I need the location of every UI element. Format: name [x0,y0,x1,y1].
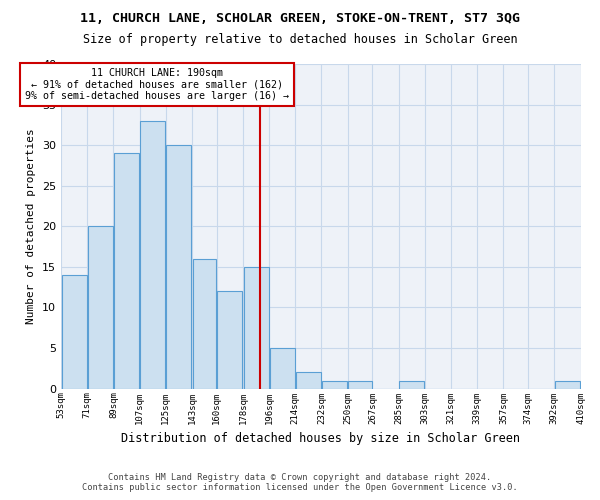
Bar [88,226,113,388]
Bar [322,380,347,388]
Text: 11, CHURCH LANE, SCHOLAR GREEN, STOKE-ON-TRENT, ST7 3QG: 11, CHURCH LANE, SCHOLAR GREEN, STOKE-ON… [80,12,520,26]
Bar [269,348,295,389]
Bar [114,154,139,388]
Bar [348,380,372,388]
Text: Size of property relative to detached houses in Scholar Green: Size of property relative to detached ho… [83,32,517,46]
Bar [555,380,580,388]
Bar [166,145,191,388]
Y-axis label: Number of detached properties: Number of detached properties [26,128,37,324]
Bar [296,372,321,388]
Bar [193,259,216,388]
Bar [244,267,269,388]
Bar [140,121,165,388]
Text: 11 CHURCH LANE: 190sqm
← 91% of detached houses are smaller (162)
9% of semi-det: 11 CHURCH LANE: 190sqm ← 91% of detached… [25,68,289,102]
Text: Contains HM Land Registry data © Crown copyright and database right 2024.
Contai: Contains HM Land Registry data © Crown c… [82,473,518,492]
Bar [217,291,242,388]
X-axis label: Distribution of detached houses by size in Scholar Green: Distribution of detached houses by size … [121,432,520,445]
Bar [62,275,86,388]
Bar [399,380,424,388]
